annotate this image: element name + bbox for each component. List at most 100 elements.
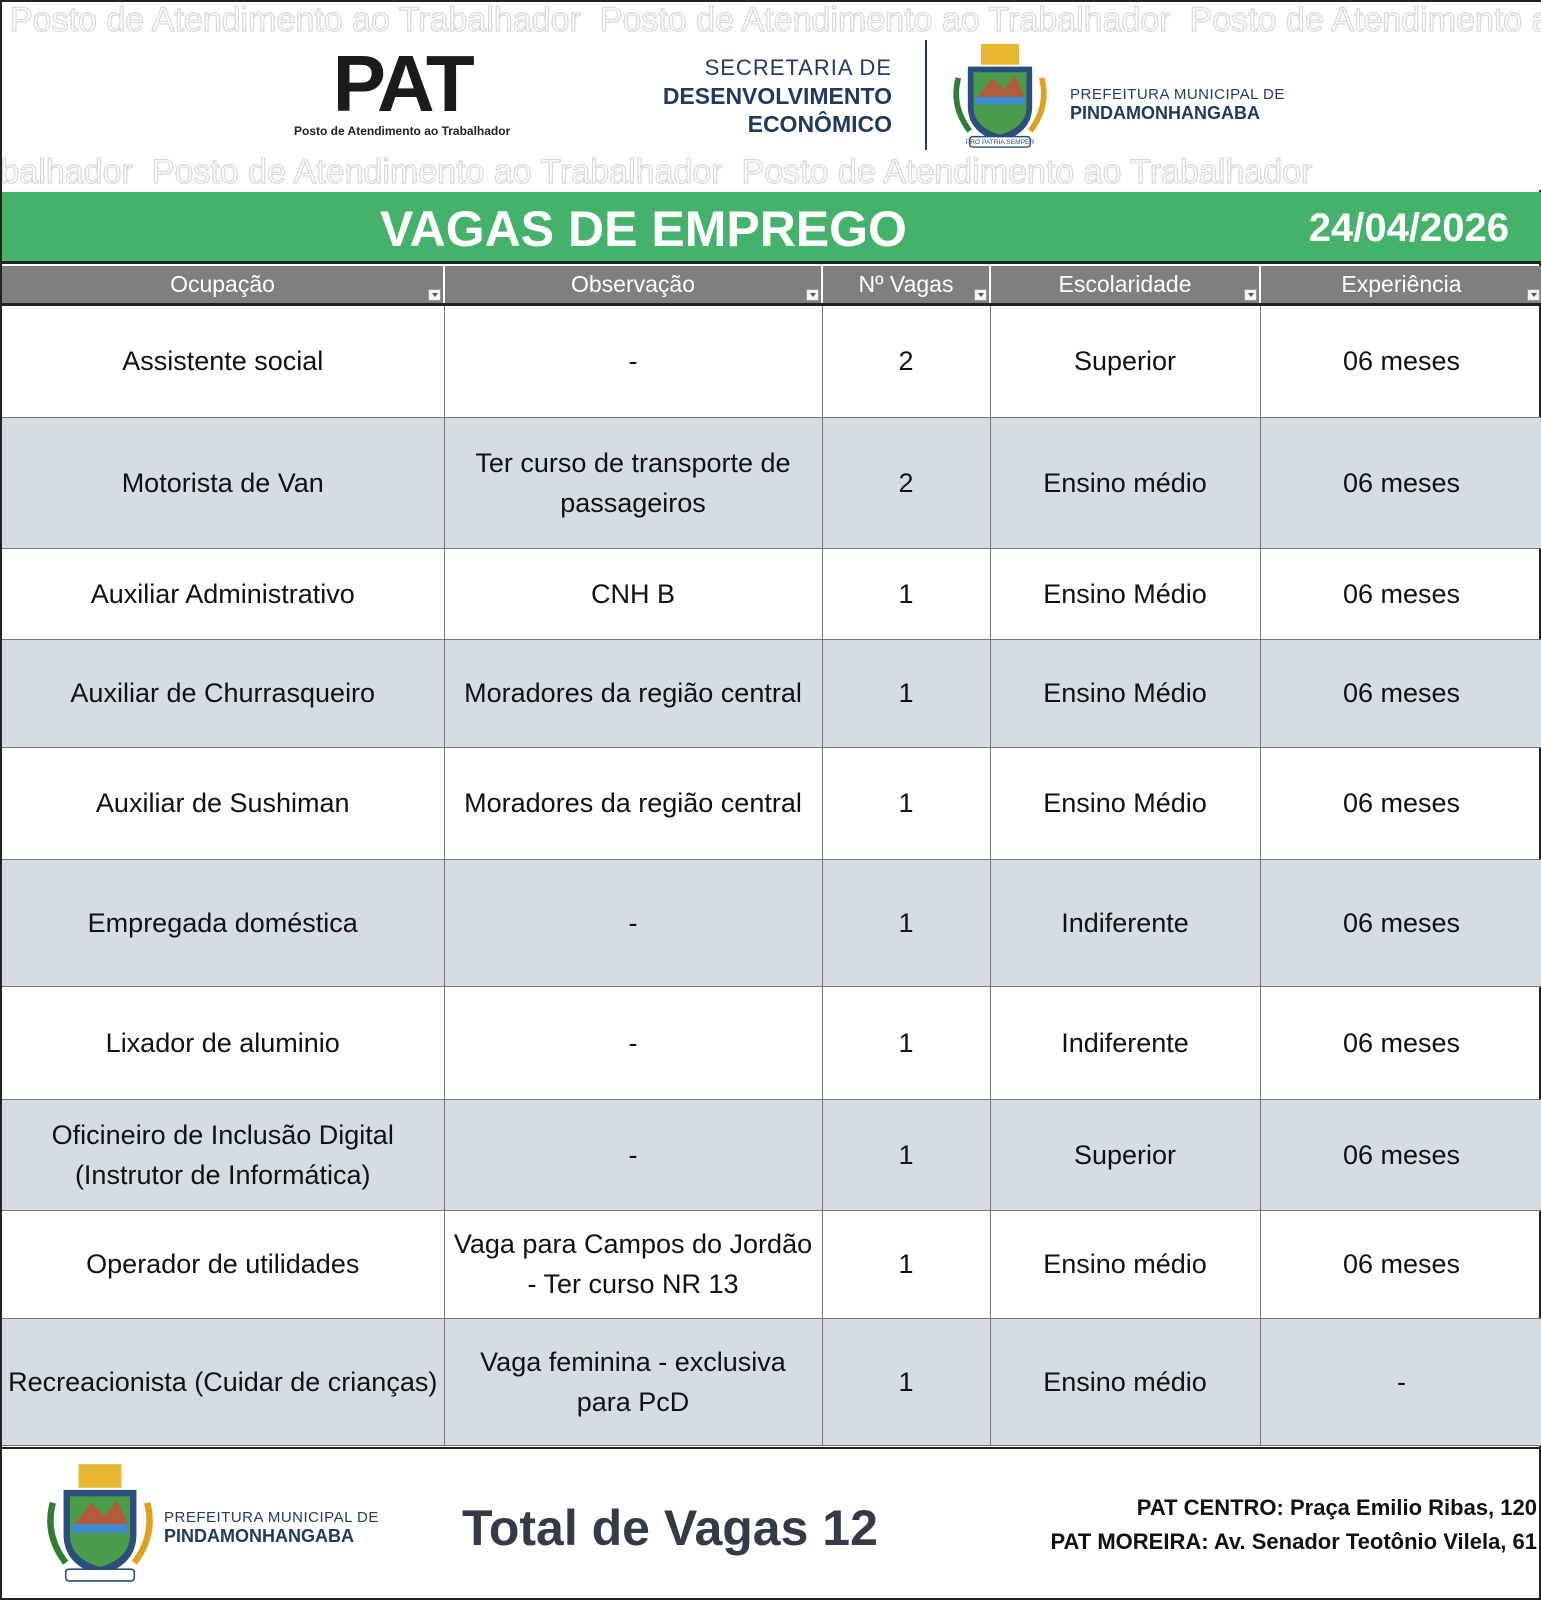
table-cell: Moradores da região central: [444, 747, 823, 860]
table-cell: Superior: [990, 304, 1261, 418]
address-moreira: PAT MOREIRA: Av. Senador Teotônio Vilela…: [1050, 1529, 1537, 1554]
table-row: Motorista de Van Ter curso de transporte …: [2, 417, 1541, 549]
secretaria-logo: SECRETARIA DE DESENVOLVIMENTO ECONÔMICO: [622, 54, 892, 138]
title-bar: VAGAS DE EMPREGO 24/04/2026: [2, 192, 1541, 264]
column-header-label: Nº Vagas: [858, 270, 954, 297]
table-cell: CNH B: [444, 548, 823, 640]
table-cell: 06 meses: [1260, 1210, 1541, 1319]
prefeitura-logo: PREFEITURA MUNICIPAL DE PINDAMONHANGABA: [164, 1509, 379, 1547]
table-cell: 06 meses: [1260, 747, 1541, 860]
prefeitura-logo: PREFEITURA MUNICIPAL DE PINDAMONHANGABA: [1070, 86, 1285, 124]
filter-dropdown-icon[interactable]: [428, 288, 441, 301]
addresses: PAT CENTRO: Praça Emilio Ribas, 120 PAT …: [1050, 1491, 1537, 1559]
table-cell: 1: [822, 548, 991, 640]
table-row: Auxiliar Administrativo CNH B 1 Ensino Médi…: [2, 548, 1541, 640]
column-header-label: Ocupação: [170, 270, 275, 297]
prefeitura-line1: PREFEITURA MUNICIPAL DE: [1070, 86, 1285, 103]
table-cell: Indiferente: [990, 986, 1261, 1100]
table-cell: -: [444, 1099, 823, 1211]
filter-dropdown-icon[interactable]: [1244, 288, 1257, 301]
column-header-label: Escolaridade: [1058, 270, 1192, 297]
table-cell: 06 meses: [1260, 417, 1541, 549]
table-cell: 1: [822, 1318, 991, 1446]
table-row: Lixador de aluminio -1 Indiferente 06 meses: [2, 986, 1541, 1100]
address-centro: PAT CENTRO: Praça Emilio Ribas, 120: [1136, 1495, 1537, 1520]
table-cell: 1: [822, 986, 991, 1100]
table-cell: 06 meses: [1260, 859, 1541, 987]
table-cell: Assistente social: [2, 304, 445, 418]
table-cell: Ensino Médio: [990, 639, 1261, 748]
table-cell: Ensino médio: [990, 1318, 1261, 1446]
table-cell: 1: [822, 859, 991, 987]
prefeitura-line1: PREFEITURA MUNICIPAL DE: [164, 1509, 379, 1526]
city-crest-icon: PRO PATRIA SEMPER: [953, 43, 1047, 148]
column-header: Escolaridade: [990, 266, 1261, 306]
page-title: VAGAS DE EMPREGO: [380, 201, 907, 257]
secretaria-line1: SECRETARIA DE: [704, 55, 892, 80]
jobs-table: Ocupação Observação Nº Vagas Escolaridade Ex…: [2, 266, 1541, 1446]
table-cell: -: [444, 859, 823, 987]
table-row: Oficineiro de Inclusão Digital (Instruto…: [2, 1099, 1541, 1211]
watermark: Posto de Atendimento ao Trabalhador Post…: [2, 153, 1313, 190]
table-cell: 1: [822, 747, 991, 860]
column-header-label: Observação: [570, 270, 695, 297]
table-cell: Moradores da região central: [444, 639, 823, 748]
table-cell: 06 meses: [1260, 639, 1541, 748]
column-header: Ocupação: [2, 266, 445, 306]
secretaria-line2: DESENVOLVIMENTO: [662, 83, 892, 109]
table-row: Assistente social -2 Superior 06 meses: [2, 304, 1541, 418]
prefeitura-line2: PINDAMONHANGABA: [164, 1526, 354, 1546]
secretaria-line3: ECONÔMICO: [747, 111, 892, 137]
crest-motto: PRO PATRIA SEMPER: [966, 139, 1035, 146]
date: 24/04/2026: [1308, 206, 1509, 250]
table-cell: Operador de utilidades: [2, 1210, 445, 1319]
column-header: Nº Vagas: [822, 266, 991, 306]
footer: PREFEITURA MUNICIPAL DE PINDAMONHANGABA …: [2, 1447, 1541, 1600]
table-row: Auxiliar de Sushiman Moradores da região …: [2, 747, 1541, 860]
column-header: Observação: [444, 266, 823, 306]
table-cell: -: [444, 986, 823, 1100]
pat-logo: PAT Posto de Atendimento ao Trabalhador: [294, 39, 511, 139]
table-cell: Auxiliar Administrativo: [2, 548, 445, 640]
filter-dropdown-icon[interactable]: [806, 288, 819, 301]
table-cell: Vaga para Campos do Jordão - Ter curso N…: [444, 1210, 823, 1319]
prefeitura-line2: PINDAMONHANGABA: [1070, 103, 1260, 123]
table-cell: Auxiliar de Churrasqueiro: [2, 639, 445, 748]
table-row: Auxiliar de Churrasqueiro Moradores da re…: [2, 639, 1541, 748]
table-cell: Vaga feminina - exclusiva para PcD: [444, 1318, 823, 1446]
table-cell: Recreacionista (Cuidar de crianças): [2, 1318, 445, 1446]
pat-logo-text: PAT: [332, 39, 475, 128]
table-row: Empregada doméstica -1 Indiferente 06 meses: [2, 859, 1541, 987]
table-cell: 06 meses: [1260, 1099, 1541, 1211]
divider: [925, 40, 927, 150]
column-header: Experiência: [1260, 266, 1541, 306]
city-crest-icon: [47, 1464, 153, 1582]
watermark: Posto de Atendimento ao Trabalhador Post…: [9, 2, 1541, 39]
table-cell: 06 meses: [1260, 548, 1541, 640]
table-cell: Oficineiro de Inclusão Digital (Instruto…: [2, 1099, 445, 1211]
filter-dropdown-icon[interactable]: [974, 288, 987, 301]
table-cell: Ensino médio: [990, 1210, 1261, 1319]
table-cell: 1: [822, 1210, 991, 1319]
table-cell: 2: [822, 417, 991, 549]
table-cell: Ter curso de transporte de passageiros: [444, 417, 823, 549]
table-cell: Motorista de Van: [2, 417, 445, 549]
header-banner: Posto de Atendimento ao Trabalhador Post…: [2, 2, 1541, 190]
table-cell: Indiferente: [990, 859, 1261, 987]
table-cell: Ensino Médio: [990, 747, 1261, 860]
table-cell: -: [1260, 1318, 1541, 1446]
table-cell: -: [444, 304, 823, 418]
table-cell: Lixador de aluminio: [2, 986, 445, 1100]
table-cell: 1: [822, 1099, 991, 1211]
table-cell: Superior: [990, 1099, 1261, 1211]
pat-subtitle: Posto de Atendimento ao Trabalhador: [294, 124, 511, 138]
table-row: Operador de utilidades Vaga para Campos d…: [2, 1210, 1541, 1319]
table-row: Recreacionista (Cuidar de crianças) Vaga …: [2, 1318, 1541, 1446]
table-cell: 2: [822, 304, 991, 418]
table-cell: 1: [822, 639, 991, 748]
filter-dropdown-icon[interactable]: [1527, 288, 1540, 301]
column-header-label: Experiência: [1341, 270, 1462, 297]
table-cell: Empregada doméstica: [2, 859, 445, 987]
table-cell: 06 meses: [1260, 304, 1541, 418]
total-vacancies: Total de Vagas 12: [462, 1500, 878, 1556]
